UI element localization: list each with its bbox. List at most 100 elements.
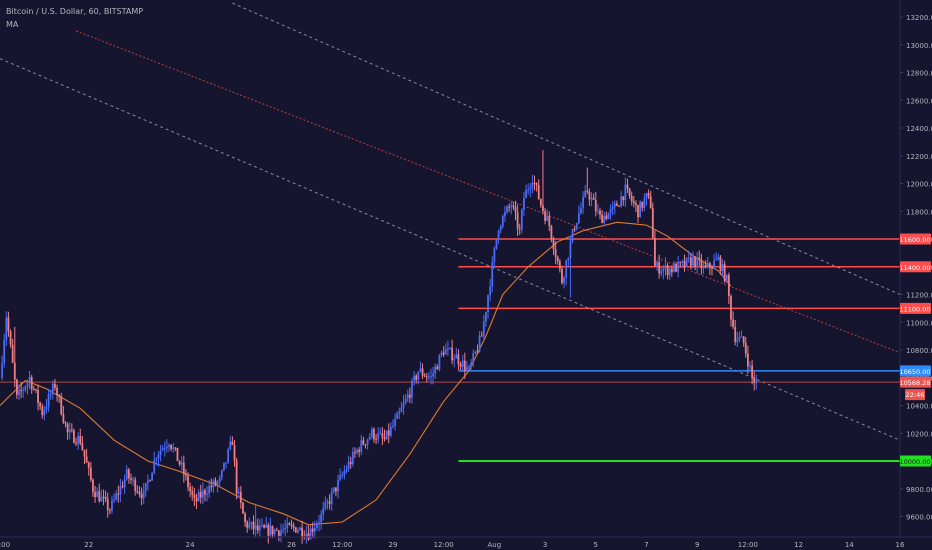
- y-tick-label: 9800.00: [906, 486, 932, 494]
- candle-up: [717, 256, 720, 260]
- x-tick-label: 5: [594, 541, 598, 549]
- y-tick-label: 13000.00: [906, 42, 932, 50]
- candle-up: [299, 527, 301, 531]
- candle-up: [5, 317, 8, 340]
- candle-down: [658, 262, 661, 274]
- candle-down: [70, 429, 73, 431]
- candle-up: [280, 530, 282, 537]
- candle-down: [87, 462, 90, 468]
- candle-down: [561, 268, 563, 284]
- candle-up: [495, 239, 498, 249]
- candle-down: [700, 259, 703, 269]
- candle-up: [398, 411, 401, 414]
- candle-down: [654, 238, 656, 266]
- candle-up: [510, 205, 513, 208]
- x-tick-label: 12: [794, 541, 803, 549]
- ma-indicator-label[interactable]: MA: [6, 20, 19, 29]
- symbol-title[interactable]: Bitcoin / U.S. Dollar, 60, BITSTAMP: [6, 7, 144, 16]
- candle-up: [596, 210, 599, 212]
- candle-down: [558, 261, 561, 269]
- candle-up: [738, 336, 741, 340]
- candle-down: [193, 494, 196, 498]
- candle-up: [419, 368, 422, 372]
- candle-down: [89, 467, 92, 480]
- candle-up: [656, 262, 658, 266]
- candle-up: [216, 481, 219, 485]
- candle-up: [151, 472, 154, 481]
- candle-up: [220, 470, 223, 478]
- candle-down: [689, 257, 692, 266]
- candle-up: [677, 262, 680, 272]
- candle-down: [548, 216, 551, 226]
- candle-down: [242, 502, 244, 514]
- candle-down: [246, 522, 249, 528]
- candle-down: [708, 263, 711, 268]
- candle-down: [62, 414, 65, 423]
- candle-up: [706, 263, 709, 267]
- candle-up: [389, 426, 392, 436]
- candle-up: [571, 228, 574, 242]
- candle-up: [444, 349, 447, 355]
- candle-up: [696, 257, 699, 267]
- candle-down: [275, 529, 278, 531]
- y-tick-label: 9600.00: [906, 514, 932, 522]
- candle-down: [35, 389, 37, 391]
- candle-down: [746, 353, 749, 367]
- last-price-label: 10568.28: [899, 379, 930, 387]
- candle-down: [588, 191, 591, 200]
- candle-up: [385, 430, 388, 440]
- candle-up: [438, 354, 441, 370]
- candle-up: [208, 485, 211, 494]
- candle-down: [635, 203, 637, 205]
- candle-down: [616, 203, 618, 206]
- candle-up: [643, 198, 646, 208]
- candle-down: [630, 195, 633, 202]
- candle-down: [628, 188, 631, 196]
- x-tick-label: 12:00: [332, 541, 352, 549]
- candle-down: [539, 199, 542, 206]
- candle-down: [649, 196, 652, 208]
- candle-down: [210, 485, 213, 488]
- level-price-tag: [900, 261, 931, 273]
- candle-down: [605, 215, 608, 220]
- candle-down: [463, 360, 466, 371]
- candle-up: [284, 527, 287, 530]
- candle-down: [550, 225, 553, 239]
- candle-up: [368, 436, 371, 440]
- candle-down: [16, 379, 18, 395]
- candle-down: [425, 376, 428, 378]
- candle-down: [381, 433, 384, 438]
- candle-down: [358, 449, 361, 452]
- candle-down: [637, 204, 639, 218]
- candle-down: [204, 490, 206, 495]
- y-tick-label: 12000.00: [906, 181, 932, 189]
- candle-up: [250, 521, 253, 525]
- candle-up: [229, 441, 232, 450]
- candle-up: [125, 469, 128, 480]
- candle-down: [92, 479, 94, 493]
- candle-down: [127, 469, 130, 479]
- candle-up: [446, 348, 449, 350]
- countdown-label: 22:46: [906, 391, 925, 399]
- candle-up: [499, 226, 502, 231]
- candle-down: [140, 493, 143, 499]
- candle-up: [313, 527, 316, 532]
- candle-up: [485, 311, 487, 322]
- candle-down: [56, 387, 58, 395]
- candle-up: [611, 206, 614, 210]
- candle-up: [489, 286, 492, 296]
- candle-down: [30, 377, 33, 390]
- candle-down: [537, 185, 540, 200]
- candle-down: [294, 527, 297, 533]
- candle-up: [427, 376, 430, 378]
- candle-up: [172, 447, 175, 449]
- candle-down: [20, 389, 23, 391]
- candle-up: [584, 190, 587, 197]
- candle-up: [113, 499, 115, 501]
- candle-down: [742, 336, 745, 343]
- candle-up: [1, 363, 4, 378]
- candle-up: [673, 263, 675, 272]
- candle-down: [178, 461, 181, 465]
- candle-down: [64, 422, 67, 424]
